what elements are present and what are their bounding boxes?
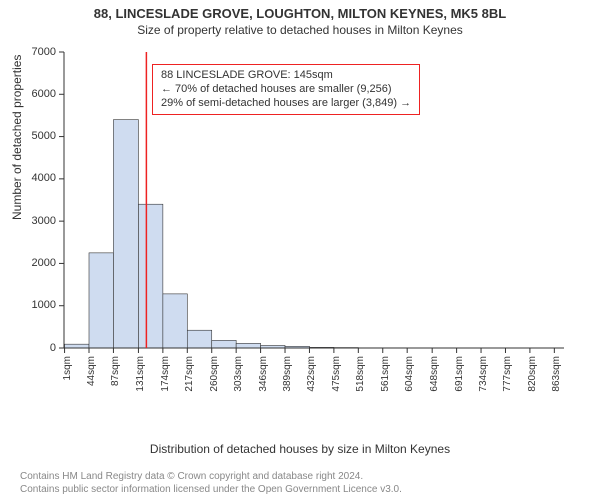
x-tick-label: 475sqm	[331, 356, 342, 406]
y-tick-label: 0	[50, 342, 56, 354]
annotation-box: 88 LINCESLADE GROVE: 145sqm← 70% of deta…	[152, 64, 420, 115]
x-tick-label: 561sqm	[380, 356, 391, 406]
chart-container: 88 LINCESLADE GROVE: 145sqm← 70% of deta…	[54, 48, 574, 398]
x-tick-label: 217sqm	[184, 356, 195, 406]
x-tick-label: 648sqm	[429, 356, 440, 406]
x-tick-label: 1sqm	[62, 356, 73, 406]
x-tick-label: 518sqm	[355, 356, 366, 406]
x-tick-label: 303sqm	[233, 356, 244, 406]
x-tick-label: 863sqm	[551, 356, 562, 406]
x-tick-label: 44sqm	[86, 356, 97, 406]
x-tick-label: 87sqm	[110, 356, 121, 406]
x-tick-label: 260sqm	[209, 356, 220, 406]
x-tick-label: 734sqm	[478, 356, 489, 406]
y-tick-label: 4000	[32, 172, 56, 184]
x-tick-label: 131sqm	[135, 356, 146, 406]
y-tick-label: 1000	[32, 299, 56, 311]
footer-line1: Contains HM Land Registry data © Crown c…	[20, 471, 402, 484]
annotation-line: 88 LINCESLADE GROVE: 145sqm	[161, 69, 411, 83]
x-tick-label: 604sqm	[404, 356, 415, 406]
x-tick-label: 174sqm	[160, 356, 171, 406]
y-tick-label: 2000	[32, 257, 56, 269]
x-tick-label: 432sqm	[306, 356, 317, 406]
y-axis-label: Number of detached properties	[10, 55, 24, 220]
footer-line2: Contains public sector information licen…	[20, 484, 402, 497]
y-tick-label: 6000	[32, 88, 56, 100]
footer-attribution: Contains HM Land Registry data © Crown c…	[20, 471, 402, 496]
annotation-line: 29% of semi-detached houses are larger (…	[161, 97, 411, 111]
x-tick-label: 777sqm	[502, 356, 513, 406]
x-tick-label: 691sqm	[454, 356, 465, 406]
x-tick-label: 820sqm	[527, 356, 538, 406]
title-line1: 88, LINCESLADE GROVE, LOUGHTON, MILTON K…	[0, 0, 600, 21]
x-axis-label: Distribution of detached houses by size …	[0, 442, 600, 456]
annotation-line: ← 70% of detached houses are smaller (9,…	[161, 83, 411, 97]
y-tick-label: 3000	[32, 215, 56, 227]
y-tick-label: 7000	[32, 46, 56, 58]
y-tick-label: 5000	[32, 130, 56, 142]
x-tick-label: 346sqm	[258, 356, 269, 406]
title-line2: Size of property relative to detached ho…	[0, 21, 600, 37]
x-tick-label: 389sqm	[282, 356, 293, 406]
